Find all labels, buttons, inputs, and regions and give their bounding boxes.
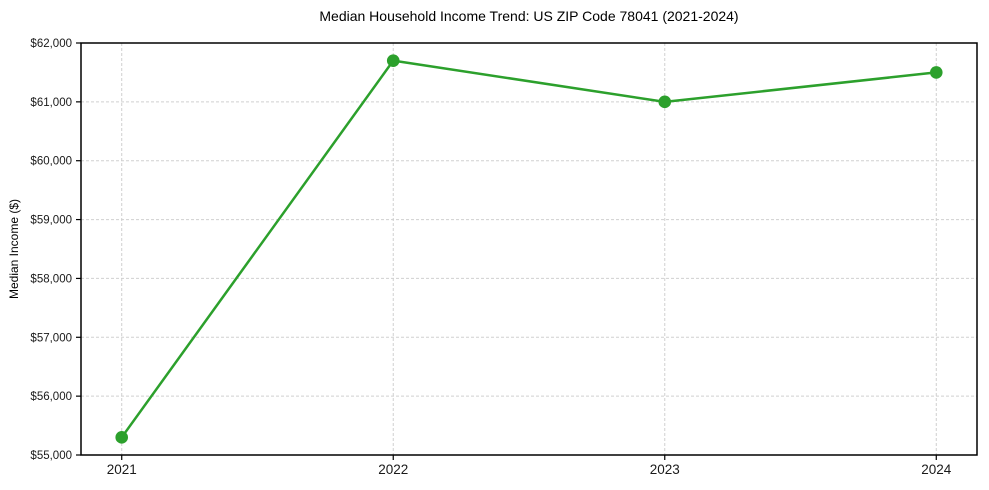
y-tick-label: $60,000 bbox=[30, 156, 72, 168]
y-tick-label: $61,000 bbox=[30, 97, 72, 109]
y-axis-label: Median Income ($) bbox=[7, 198, 21, 300]
x-tick-label: 2022 bbox=[378, 462, 408, 477]
y-tick-label: $62,000 bbox=[30, 38, 72, 50]
x-tick-label: 2023 bbox=[650, 462, 680, 477]
plot-border bbox=[80, 42, 978, 456]
y-tick-label: $58,000 bbox=[30, 273, 72, 285]
data-point bbox=[115, 431, 129, 444]
y-tick-label: $57,000 bbox=[30, 332, 72, 344]
x-tick-label: 2024 bbox=[921, 462, 952, 477]
data-point bbox=[929, 66, 943, 79]
y-tick-label: $56,000 bbox=[30, 391, 72, 403]
trend-line bbox=[120, 59, 938, 439]
chart-title: Median Household Income Trend: US ZIP Co… bbox=[319, 8, 739, 24]
x-tick-label: 2021 bbox=[107, 462, 137, 477]
y-tick-label: $59,000 bbox=[30, 215, 72, 227]
data-point bbox=[658, 95, 672, 109]
y-tick-label: $55,000 bbox=[30, 450, 72, 462]
data-point bbox=[386, 54, 400, 67]
